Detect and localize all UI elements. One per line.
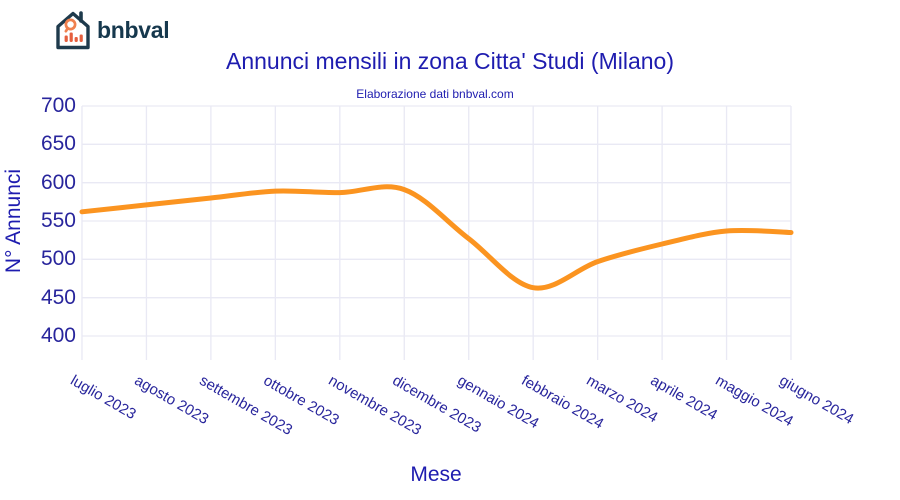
bnbval-house-logo-icon — [56, 11, 90, 50]
y-tick-label: 500 — [40, 247, 76, 271]
x-tick-label: aprile 2024 — [647, 372, 721, 424]
y-tick-label: 550 — [40, 209, 76, 232]
y-tick-label: 700 — [40, 94, 76, 117]
y-tick-label: 650 — [40, 132, 76, 156]
y-tick-label: 600 — [40, 170, 76, 194]
x-tick-label: luglio 2023 — [67, 372, 139, 424]
chart-subtitle: Elaborazione dati bnbval.com — [356, 87, 514, 101]
x-axis-title: Mese — [410, 463, 462, 486]
brand-name: bnbval — [97, 17, 170, 43]
line-chart-plot-area — [79, 105, 794, 360]
y-tick-label: 400 — [40, 324, 76, 347]
brand-logo: bnbval — [52, 8, 170, 53]
chart-title: Annunci mensili in zona Citta' Studi (Mi… — [226, 48, 674, 74]
data-series-line — [79, 184, 794, 291]
y-tick-label: 450 — [40, 285, 76, 309]
